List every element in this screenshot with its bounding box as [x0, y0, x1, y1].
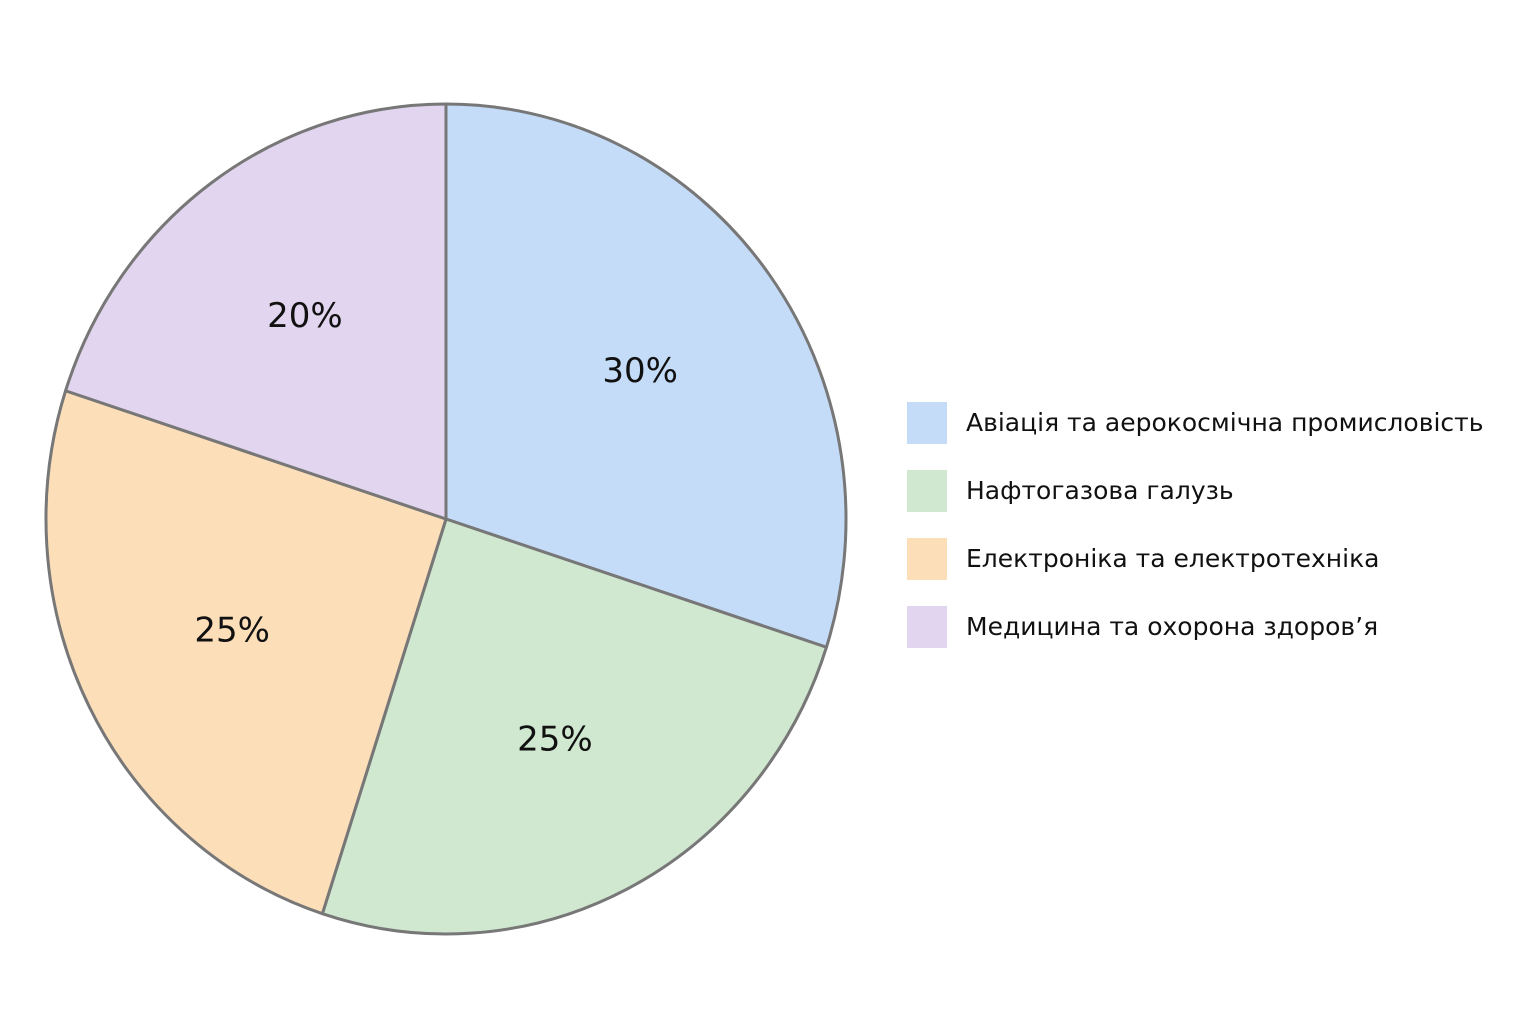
legend-label: Авіація та аерокосмічна промисловість: [966, 408, 1483, 437]
data-label: 20%: [267, 296, 343, 336]
pie-slice: [44, 389, 448, 916]
data-label: 25%: [517, 719, 593, 759]
legend-swatch: [907, 402, 947, 444]
legend-label: Нафтогазова галузь: [966, 476, 1234, 505]
legend-label: Медицина та охорона здоров’я: [966, 612, 1378, 641]
pie-slice: [64, 102, 448, 521]
legend-swatch: [907, 538, 947, 580]
legend-label: Електроніка та електротехніка: [966, 544, 1380, 573]
data-label: 25%: [194, 611, 270, 651]
data-label: 30%: [602, 351, 678, 391]
pie-slice: [320, 517, 828, 936]
legend-swatch: [907, 470, 947, 512]
pie-slice: [444, 102, 848, 649]
legend-swatch: [907, 606, 947, 648]
